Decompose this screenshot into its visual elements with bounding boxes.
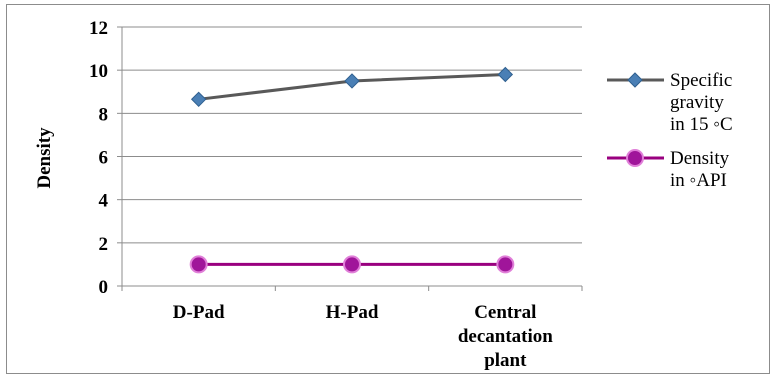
x-tick-label-1: H-Pad [326,302,379,323]
series-1-point-1 [343,255,361,274]
chart-frame [6,4,770,374]
y-tick-label-0: 0 [99,277,109,298]
series-0-point-0 [190,91,207,108]
legend: Specific gravity in 15 ◦C Density in ◦API [607,70,733,191]
gridlines [122,26,582,244]
legend-marker-1 [626,149,644,167]
series-1 [189,255,515,274]
x-tick-label-0: D-Pad [173,302,225,323]
legend-label-1-line-0: Density [670,148,730,169]
legend-entry-0: Specific gravity in 15 ◦C [607,70,733,135]
axes [117,26,583,291]
series-0-point-1 [344,73,360,89]
x-tick-label-2-line-2: plant [484,350,527,371]
legend-label-0: Specific gravity in 15 ◦C [670,70,733,135]
series-1-point-2 [496,255,515,274]
legend-label-0-line-2: in 15 ◦C [670,114,733,135]
series-0-point-2 [497,66,514,83]
series-group [189,66,515,274]
x-tick-label-2: Central decantation plant [458,302,553,371]
y-tick-labels: 0 2 4 6 8 10 12 [89,18,109,298]
legend-label-0-line-1: gravity [670,92,724,113]
x-tick-label-0-line-0: D-Pad [173,302,225,323]
y-tick-label-8: 8 [99,104,109,125]
legend-entry-1: Density in ◦API [607,148,730,191]
y-tick-label-10: 10 [89,61,108,82]
legend-marker-0 [627,72,643,88]
x-tick-label-2-line-0: Central [474,302,536,323]
y-tick-label-4: 4 [99,191,109,212]
series-0 [190,66,514,108]
y-tick-label-12: 12 [89,18,108,39]
y-tick-label-2: 2 [99,234,109,255]
y-tick-label-6: 6 [99,148,109,169]
y-axis-label: Density [34,127,55,189]
legend-label-1-line-1: in ◦API [670,170,727,191]
x-tick-labels: D-Pad H-Pad Central decantation plant [173,302,553,371]
legend-label-0-line-0: Specific [670,70,732,91]
x-tick-label-2-line-1: decantation [458,326,553,347]
series-1-point-0 [189,255,208,274]
legend-label-1: Density in ◦API [670,148,730,191]
x-tick-label-1-line-0: H-Pad [326,302,379,323]
